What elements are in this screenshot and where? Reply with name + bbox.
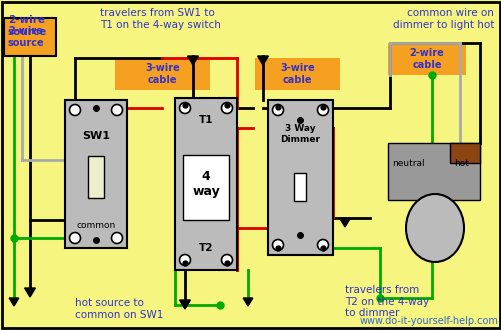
Bar — [387, 43, 465, 75]
Text: 3 Way
Dimmer: 3 Way Dimmer — [280, 124, 320, 144]
Text: 4
way: 4 way — [192, 170, 219, 198]
Circle shape — [111, 105, 122, 115]
Bar — [387, 143, 479, 200]
Bar — [115, 58, 209, 90]
Text: hot source to
common on SW1: hot source to common on SW1 — [75, 298, 163, 320]
Circle shape — [111, 233, 122, 244]
Ellipse shape — [405, 194, 463, 262]
Bar — [294, 173, 306, 201]
Circle shape — [69, 233, 80, 244]
Circle shape — [221, 103, 232, 114]
Bar — [255, 58, 339, 90]
Circle shape — [221, 254, 232, 266]
Text: 3-wire
cable: 3-wire cable — [145, 63, 179, 85]
Text: 2-wire
source: 2-wire source — [8, 26, 45, 48]
Bar — [268, 100, 332, 255]
Text: www.do-it-yourself-help.com: www.do-it-yourself-help.com — [358, 316, 497, 326]
Text: 2-wire
source: 2-wire source — [8, 15, 47, 37]
Circle shape — [317, 240, 328, 250]
Bar — [4, 18, 56, 56]
Polygon shape — [339, 218, 350, 227]
Polygon shape — [187, 56, 198, 65]
Circle shape — [179, 103, 190, 114]
Polygon shape — [25, 288, 36, 297]
Bar — [88, 156, 104, 198]
Text: T1: T1 — [198, 115, 213, 125]
Text: neutral: neutral — [391, 158, 423, 168]
Bar — [183, 155, 228, 220]
Bar — [449, 143, 479, 163]
Text: common: common — [76, 221, 115, 230]
Polygon shape — [242, 298, 253, 306]
Text: 3-wire
cable: 3-wire cable — [280, 63, 314, 85]
Text: travelers from
T2 on the 4-way
to dimmer: travelers from T2 on the 4-way to dimmer — [344, 285, 428, 318]
Polygon shape — [257, 56, 268, 65]
Polygon shape — [9, 298, 19, 306]
Circle shape — [69, 105, 80, 115]
Polygon shape — [179, 300, 190, 309]
Text: 2-wire
cable: 2-wire cable — [409, 48, 443, 70]
Text: SW1: SW1 — [82, 131, 110, 141]
Text: common wire on
dimmer to light hot: common wire on dimmer to light hot — [392, 8, 493, 30]
Bar — [175, 98, 236, 270]
Circle shape — [272, 240, 283, 250]
Bar — [65, 100, 127, 248]
Circle shape — [317, 105, 328, 115]
Circle shape — [272, 105, 283, 115]
Text: travelers from SW1 to
T1 on the 4-way switch: travelers from SW1 to T1 on the 4-way sw… — [100, 8, 220, 30]
Text: T2: T2 — [198, 243, 213, 253]
Text: hot: hot — [454, 158, 468, 168]
Circle shape — [179, 254, 190, 266]
